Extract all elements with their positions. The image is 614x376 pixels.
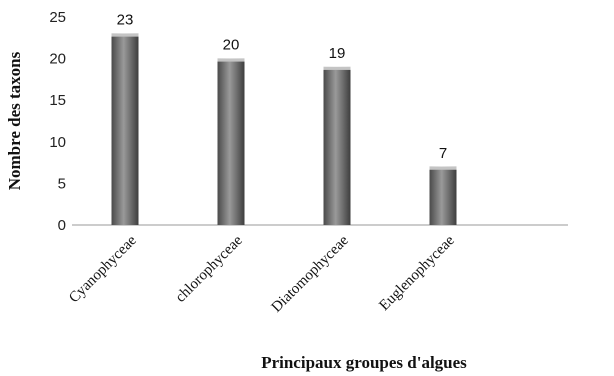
y-tick-label: 0	[58, 217, 66, 234]
y-tick-label: 20	[49, 51, 66, 68]
bar-top	[111, 33, 139, 37]
data-label: 20	[223, 37, 240, 54]
bar-top	[217, 58, 245, 62]
x-tick-label: Euglenophyceae	[376, 232, 458, 314]
bar	[323, 66, 351, 225]
data-label: 23	[117, 12, 134, 29]
x-tick-label: Diatomophyceae	[269, 232, 352, 315]
y-tick-label: 25	[49, 9, 66, 26]
y-tick-label: 10	[49, 134, 66, 151]
bar	[429, 166, 457, 225]
x-tick-label: Cyanophyceae	[66, 232, 140, 306]
y-axis-title: Nombre des taxons	[5, 51, 24, 190]
data-label: 19	[329, 45, 346, 62]
x-axis-categories: Cyanophyceae chlorophyceae Diatomophyceae E…	[66, 232, 458, 315]
data-label: 7	[439, 145, 447, 162]
bar-top	[429, 166, 457, 170]
bar	[217, 58, 245, 225]
bar	[111, 33, 139, 225]
bars	[111, 33, 457, 225]
x-tick-label: chlorophyceae	[173, 232, 246, 305]
y-tick-label: 15	[49, 92, 66, 109]
bar-top	[323, 66, 351, 70]
data-labels: 23 20 19 7	[117, 12, 448, 162]
x-axis-title: Principaux groupes d'algues	[261, 353, 467, 372]
y-tick-label: 5	[58, 175, 66, 192]
y-axis-ticks: 0 5 10 15 20 25	[49, 9, 66, 234]
